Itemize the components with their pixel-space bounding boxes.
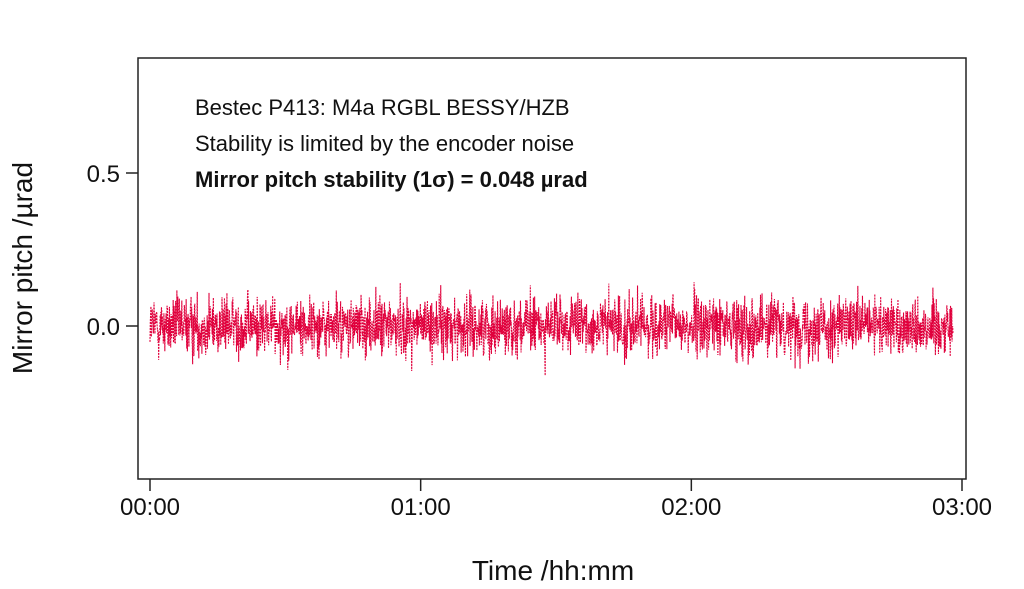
annotations: Bestec P413: M4a RGBL BESSY/HZB Stability… bbox=[195, 95, 588, 192]
x-axis-label: Time /hh:mm bbox=[472, 555, 634, 586]
series-line bbox=[149, 282, 954, 376]
y-axis: 0.0 0.5 bbox=[87, 161, 138, 341]
x-tick-label-2: 02:00 bbox=[661, 494, 721, 521]
annotation-1: Bestec P413: M4a RGBL BESSY/HZB bbox=[195, 95, 570, 120]
data-series bbox=[149, 282, 954, 376]
x-axis: 00:00 01:00 02:00 03:00 bbox=[120, 479, 992, 521]
annotation-2: Stability is limited by the encoder nois… bbox=[195, 131, 574, 156]
x-tick-label-3: 03:00 bbox=[932, 494, 992, 521]
y-axis-label: Mirror pitch /µrad bbox=[7, 162, 38, 374]
x-tick-label-0: 00:00 bbox=[120, 494, 180, 521]
plot-frame bbox=[137, 57, 967, 480]
x-tick-label-1: 01:00 bbox=[391, 494, 451, 521]
y-tick-label-1: 0.5 bbox=[87, 161, 120, 188]
y-tick-label-0: 0.0 bbox=[87, 314, 120, 341]
annotation-3: Mirror pitch stability (1σ) = 0.048 µrad bbox=[195, 167, 588, 192]
